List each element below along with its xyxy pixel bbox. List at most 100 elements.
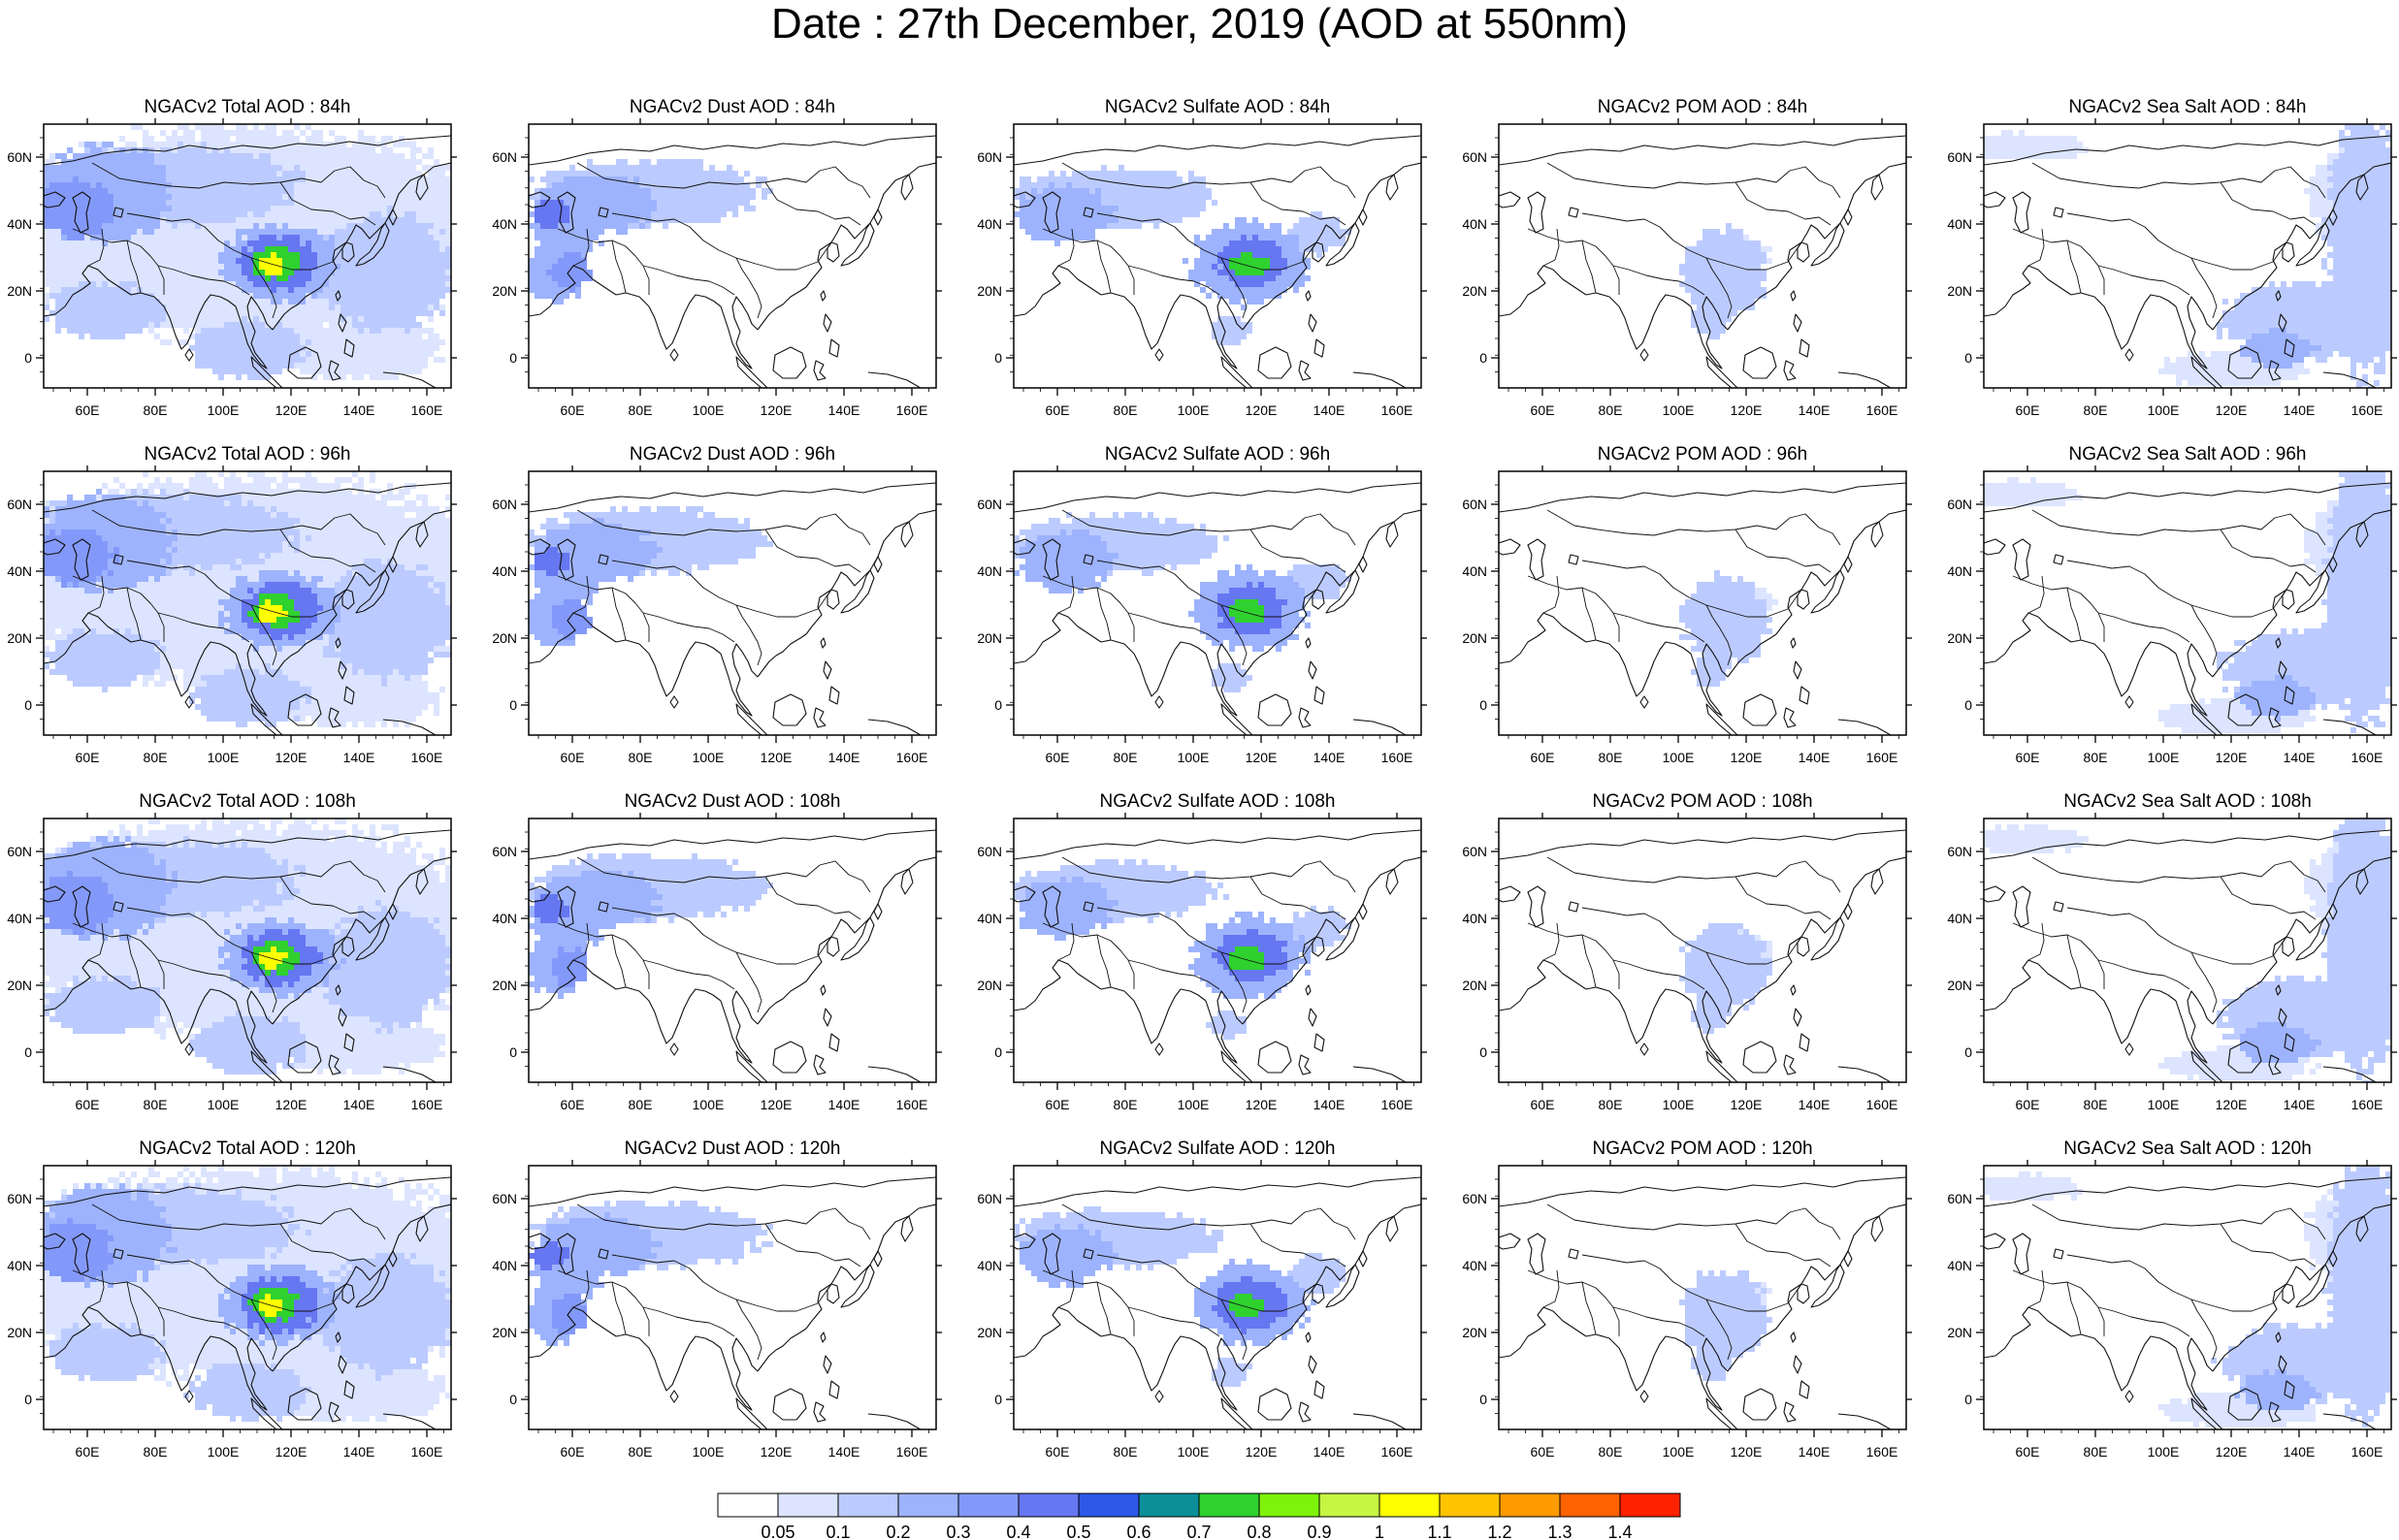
- x-tick-label: 80E: [629, 402, 653, 418]
- x-tick-label: 160E: [1866, 402, 1898, 418]
- x-tick-label: 160E: [1381, 402, 1413, 418]
- y-tick-label: 40N: [977, 563, 1002, 579]
- x-tick-label: 140E: [2284, 402, 2316, 418]
- y-tick-label: 0: [24, 1392, 32, 1407]
- x-tick-label: 140E: [343, 1444, 375, 1460]
- x-tick-label: 80E: [2084, 402, 2108, 418]
- colorbar-label: 1.1: [1427, 1523, 1451, 1540]
- y-tick-label: 20N: [7, 283, 32, 299]
- x-tick-label: 160E: [2351, 1444, 2383, 1460]
- y-tick-label: 40N: [7, 1258, 32, 1273]
- x-tick-label: 140E: [2284, 1444, 2316, 1460]
- aod-shading: [44, 1166, 451, 1422]
- x-tick-label: 160E: [1381, 1444, 1413, 1460]
- x-tick-label: 60E: [76, 402, 100, 418]
- panel-title: NGACv2 Total AOD : 108h: [139, 791, 356, 812]
- colorbar-swatch: [1378, 1492, 1441, 1518]
- x-tick-label: 160E: [1866, 1097, 1898, 1112]
- y-tick-label: 60N: [7, 497, 32, 512]
- y-tick-label: 60N: [7, 1191, 32, 1206]
- x-tick-label: 80E: [1114, 1097, 1138, 1112]
- y-tick-label: 40N: [1947, 1258, 1972, 1273]
- y-tick-label: 60N: [1947, 844, 1972, 859]
- map-panel-14: NGACv2 POM AOD : 108h 60E 80E 100E 120E 140E 1…: [1462, 791, 1912, 1112]
- x-tick-label: 60E: [561, 1444, 585, 1460]
- x-tick-label: 80E: [629, 750, 653, 765]
- colorbar-swatch: [1318, 1492, 1380, 1518]
- y-tick-label: 60N: [1462, 497, 1487, 512]
- y-tick-label: 0: [24, 697, 32, 713]
- aod-shading: [1014, 1206, 1345, 1387]
- panel-title: NGACv2 POM AOD : 120h: [1592, 1139, 1812, 1159]
- x-tick-label: 60E: [2016, 402, 2040, 418]
- y-tick-label: 0: [1964, 350, 1972, 366]
- x-tick-label: 100E: [693, 750, 725, 765]
- map-frame: [1983, 1165, 2392, 1430]
- map-frame: [43, 123, 452, 389]
- colorbar-swatch: [1559, 1492, 1621, 1518]
- aod-shading: [1014, 165, 1351, 345]
- y-tick-label: 40N: [1462, 563, 1487, 579]
- y-tick-label: 0: [994, 350, 1002, 366]
- map-panel-1: NGACv2 Total AOD : 84h 60E 80E 100E 120E 140E…: [7, 97, 457, 418]
- y-tick-label: 0: [994, 1392, 1002, 1407]
- x-tick-label: 100E: [1663, 402, 1695, 418]
- x-tick-label: 120E: [276, 402, 308, 418]
- x-tick-label: 100E: [1663, 1444, 1695, 1460]
- x-tick-label: 160E: [1381, 1097, 1413, 1112]
- x-tick-label: 120E: [2216, 1097, 2248, 1112]
- x-tick-label: 160E: [411, 1097, 443, 1112]
- x-tick-label: 140E: [828, 750, 860, 765]
- map-panel-15: NGACv2 Sea Salt AOD : 108h 60E 80E 100E 120E…: [1947, 791, 2397, 1112]
- x-tick-label: 100E: [208, 402, 240, 418]
- y-tick-label: 60N: [1462, 149, 1487, 165]
- map-panel-19: NGACv2 POM AOD : 120h 60E 80E 100E 120E 140E 1…: [1462, 1139, 1912, 1460]
- x-tick-label: 140E: [828, 1097, 860, 1112]
- x-tick-label: 60E: [1046, 1097, 1070, 1112]
- colorbar-label: 0.6: [1126, 1523, 1151, 1540]
- x-tick-label: 140E: [2284, 1097, 2316, 1112]
- x-tick-label: 120E: [276, 1444, 308, 1460]
- panel-title: NGACv2 Sea Salt AOD : 84h: [2068, 97, 2306, 117]
- map-panel-3: NGACv2 Sulfate AOD : 84h 60E 80E 100E 120E 14…: [977, 97, 1427, 418]
- map-frame: [528, 818, 937, 1083]
- map-frame: [1983, 470, 2392, 736]
- aod-shading: [1679, 223, 1772, 339]
- x-tick-label: 120E: [2216, 402, 2248, 418]
- colorbar-label: 1: [1375, 1523, 1384, 1540]
- x-tick-label: 140E: [828, 1444, 860, 1460]
- aod-shading: [1014, 859, 1351, 1040]
- colorbar-swatch: [1018, 1492, 1080, 1518]
- x-tick-label: 80E: [144, 402, 168, 418]
- map-frame: [43, 470, 452, 736]
- x-tick-label: 160E: [896, 1097, 928, 1112]
- x-tick-label: 120E: [761, 1097, 793, 1112]
- y-tick-label: 40N: [7, 911, 32, 926]
- y-tick-label: 40N: [1462, 216, 1487, 232]
- x-tick-label: 80E: [2084, 750, 2108, 765]
- map-frame: [43, 818, 452, 1083]
- aod-shading: [1679, 1270, 1772, 1381]
- y-tick-label: 60N: [7, 149, 32, 165]
- map-panel-8: NGACv2 Sulfate AOD : 96h 60E 80E 100E 120E 14…: [977, 444, 1427, 765]
- colorbar-label: 0.05: [761, 1523, 794, 1540]
- x-tick-label: 80E: [1599, 402, 1623, 418]
- x-tick-label: 140E: [1313, 750, 1345, 765]
- x-tick-label: 80E: [2084, 1444, 2108, 1460]
- map-frame: [528, 1165, 937, 1430]
- panel-title: NGACv2 Sulfate AOD : 96h: [1105, 444, 1330, 465]
- x-tick-label: 100E: [208, 1444, 240, 1460]
- panel-title: NGACv2 Sulfate AOD : 84h: [1105, 97, 1330, 117]
- x-tick-label: 80E: [144, 750, 168, 765]
- map-panel-13: NGACv2 Sulfate AOD : 108h 60E 80E 100E 120E 1…: [977, 791, 1427, 1112]
- x-tick-label: 160E: [1866, 750, 1898, 765]
- x-tick-label: 80E: [1599, 1444, 1623, 1460]
- y-tick-label: 0: [1964, 697, 1972, 713]
- aod-shading: [1984, 818, 2391, 1082]
- x-tick-label: 120E: [761, 402, 793, 418]
- panel-title: NGACv2 Sea Salt AOD : 96h: [2068, 444, 2306, 465]
- x-tick-label: 120E: [1246, 402, 1278, 418]
- y-tick-label: 60N: [1462, 1191, 1487, 1206]
- panel-title: NGACv2 Sea Salt AOD : 108h: [2063, 791, 2312, 812]
- colorbar-label: 0.7: [1186, 1523, 1211, 1540]
